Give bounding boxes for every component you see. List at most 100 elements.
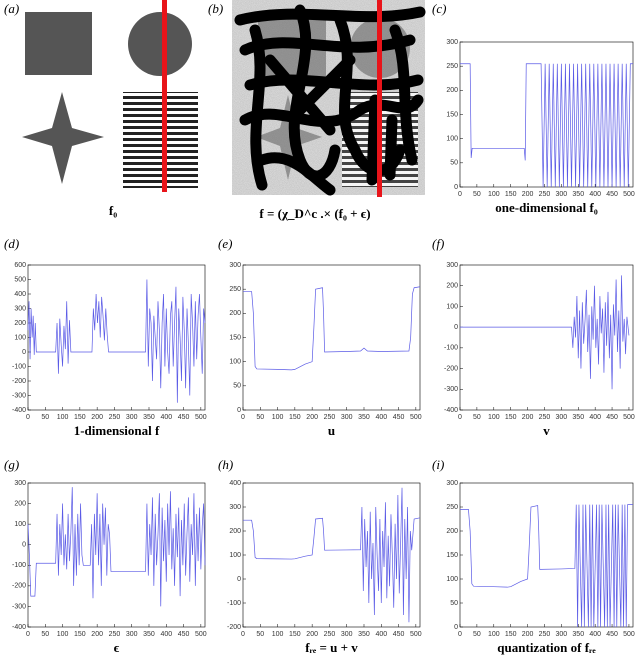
- x-tick-label: 50: [256, 414, 264, 421]
- x-tick-label: 250: [109, 631, 121, 638]
- x-tick-label: 350: [572, 631, 584, 638]
- chart-panel: (g) -400 -300 -200 -100 0 100 200 300 0 50 100 150 20…: [4, 457, 207, 655]
- y-tick-label: 150: [446, 552, 458, 559]
- y-tick-label: 200: [229, 528, 241, 535]
- x-tick-label: 300: [556, 631, 568, 638]
- x-tick-label: 0: [241, 631, 245, 638]
- y-tick-label: 100: [446, 576, 458, 583]
- y-tick-label: 300: [229, 504, 241, 511]
- y-tick-label: -100: [12, 562, 26, 569]
- x-tick-label: 200: [522, 191, 534, 198]
- x-tick-label: 500: [195, 414, 207, 421]
- y-tick-label: 0: [454, 324, 458, 331]
- y-tick-label: 400: [14, 291, 26, 298]
- data-line: [460, 504, 633, 628]
- panel-label: (e): [218, 236, 232, 251]
- x-tick-label: 350: [143, 631, 155, 638]
- chart-panel: (e) 0 50 100 150 200 250 300 0 50 100 150 200 250 300 3…: [218, 236, 422, 438]
- y-tick-label: 250: [446, 63, 458, 70]
- plot-frame: [27, 482, 206, 628]
- x-tick-label: 0: [458, 631, 462, 638]
- x-tick-label: 450: [178, 631, 190, 638]
- x-tick-label: 0: [26, 631, 30, 638]
- y-tick-label: -100: [227, 600, 241, 607]
- y-tick-label: 300: [229, 262, 241, 269]
- x-tick-label: 250: [539, 191, 551, 198]
- x-tick-label: 400: [375, 414, 387, 421]
- slice-line: [377, 0, 382, 197]
- chart-panel: (h) -200 -100 0 100 200 300 400 0 50 100 150 200 250 3…: [218, 457, 422, 655]
- y-tick-label: -100: [444, 345, 458, 352]
- x-tick-label: 500: [195, 631, 207, 638]
- chart-panel: (d) -400 -300 -200 -100 0 100 200 300 400 500 600 0 5…: [4, 236, 207, 438]
- panel-label: (i): [432, 457, 444, 472]
- y-tick-label: 200: [229, 310, 241, 317]
- x-tick-label: 500: [623, 414, 635, 421]
- y-tick-label: 0: [22, 542, 26, 549]
- y-tick-label: 250: [229, 286, 241, 293]
- x-tick-label: 250: [539, 631, 551, 638]
- y-tick-label: -200: [12, 583, 26, 590]
- x-tick-label: 0: [241, 414, 245, 421]
- x-tick-label: 50: [41, 414, 49, 421]
- y-tick-label: 100: [446, 303, 458, 310]
- y-tick-label: -300: [12, 392, 26, 399]
- y-tick-label: 100: [14, 521, 26, 528]
- x-tick-label: 450: [606, 631, 618, 638]
- panel-label: (c): [432, 1, 446, 16]
- x-tick-label: 400: [375, 631, 387, 638]
- star-shape: [22, 92, 104, 184]
- x-tick-label: 150: [74, 414, 86, 421]
- x-tick-label: 0: [458, 414, 462, 421]
- x-tick-label: 150: [505, 414, 517, 421]
- scribbles: [234, 4, 426, 196]
- x-tick-label: 250: [324, 414, 336, 421]
- x-tick-label: 400: [589, 414, 601, 421]
- x-axis-label: quantization of fᵣₑ: [497, 640, 596, 655]
- x-tick-label: 300: [126, 631, 138, 638]
- x-tick-label: 450: [606, 191, 618, 198]
- x-tick-label: 200: [522, 631, 534, 638]
- y-tick-label: 200: [14, 500, 26, 507]
- slice-line: [162, 0, 167, 192]
- data-line: [460, 63, 633, 188]
- x-tick-label: 400: [160, 414, 172, 421]
- x-axis-label: u: [328, 423, 335, 438]
- x-tick-label: 350: [358, 414, 370, 421]
- data-line: [27, 487, 206, 607]
- x-tick-label: 500: [623, 631, 635, 638]
- panel-b: (b) f = (χ_D^c .× (f₀ + ϵ): [208, 0, 426, 221]
- panel-label: (h): [218, 457, 233, 472]
- x-tick-label: 400: [589, 631, 601, 638]
- y-tick-label: 300: [14, 305, 26, 312]
- y-tick-label: 50: [450, 600, 458, 607]
- y-tick-label: 0: [237, 576, 241, 583]
- x-tick-label: 350: [572, 191, 584, 198]
- x-tick-label: 150: [505, 631, 517, 638]
- panel-a: (a) f₀: [4, 0, 198, 218]
- x-tick-label: 150: [289, 631, 301, 638]
- x-tick-label: 200: [306, 414, 318, 421]
- y-tick-label: 100: [446, 136, 458, 143]
- y-tick-label: 300: [446, 262, 458, 269]
- x-tick-label: 100: [272, 414, 284, 421]
- panel-label: (g): [4, 457, 19, 472]
- x-tick-label: 300: [341, 414, 353, 421]
- x-tick-label: 250: [324, 631, 336, 638]
- x-tick-label: 350: [143, 414, 155, 421]
- x-axis-label: fᵣₑ = u + v: [305, 640, 358, 655]
- y-tick-label: 100: [229, 359, 241, 366]
- y-tick-label: 0: [454, 624, 458, 631]
- chart-panel: (c) 0 50 100 150 200 250 300 0 50 100 150 200 250 300 3…: [432, 1, 635, 215]
- data-line: [243, 487, 421, 623]
- x-tick-label: 150: [289, 414, 301, 421]
- y-tick-label: 100: [229, 552, 241, 559]
- x-axis-label: v: [543, 423, 550, 438]
- x-tick-label: 400: [589, 191, 601, 198]
- y-tick-label: 500: [14, 276, 26, 283]
- x-tick-label: 50: [41, 631, 49, 638]
- x-tick-label: 100: [57, 414, 69, 421]
- x-tick-label: 450: [393, 414, 405, 421]
